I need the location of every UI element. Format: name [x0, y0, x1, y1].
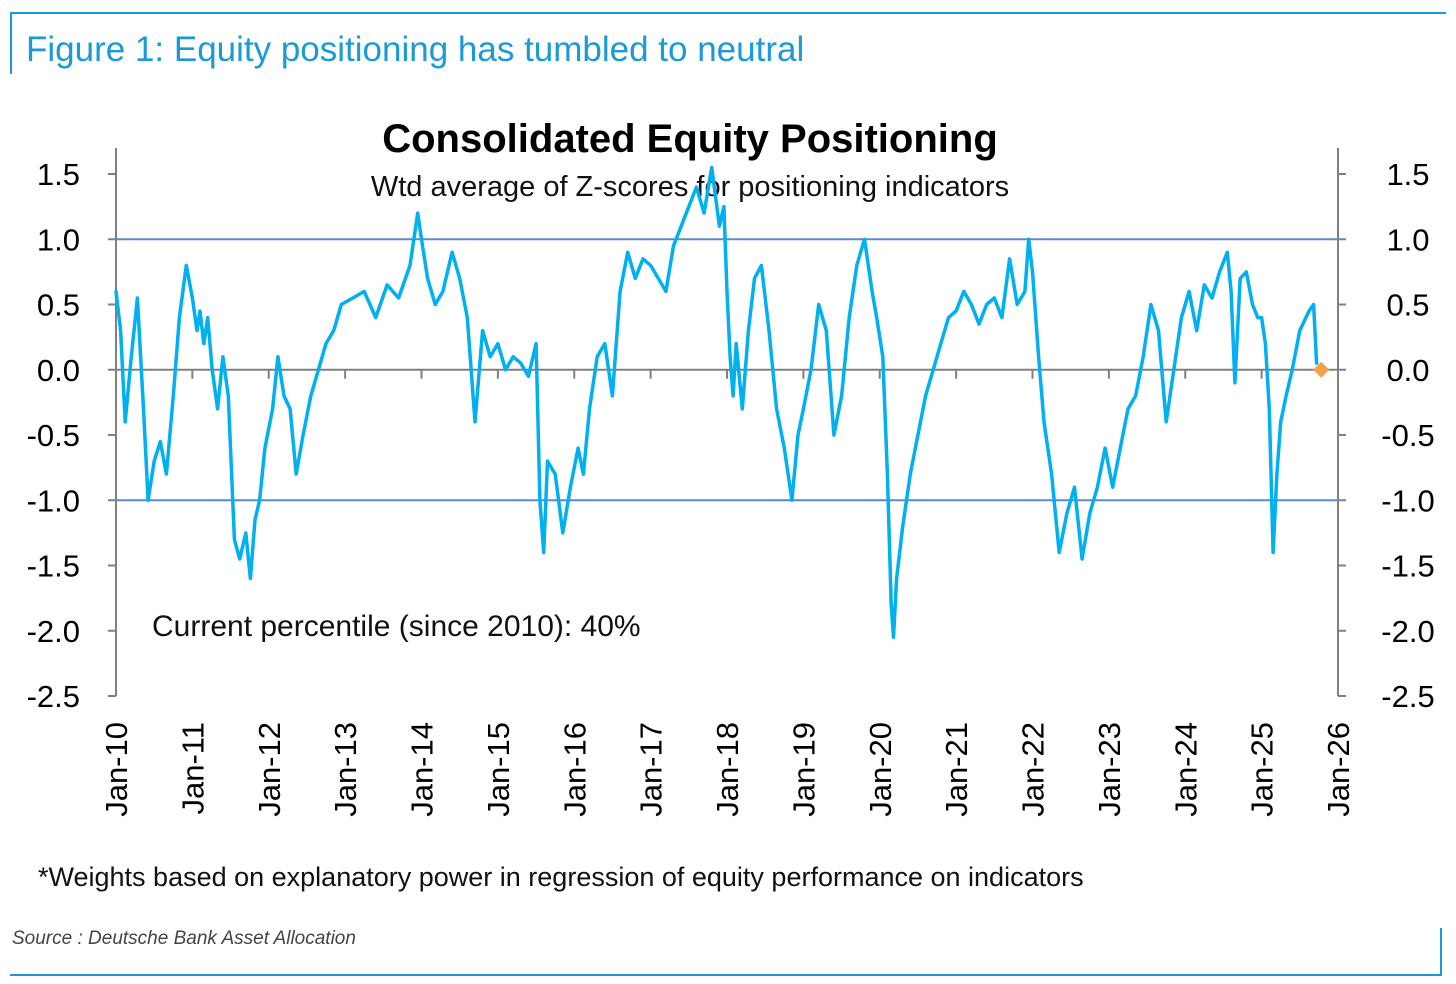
- y-tick-label-left: -2.0: [27, 614, 80, 649]
- x-tick-label: Jan-23: [1092, 722, 1127, 817]
- figure-title: Figure 1: Equity positioning has tumbled…: [26, 30, 805, 69]
- equity-positioning-chart: Consolidated Equity Positioning Wtd aver…: [27, 117, 1435, 817]
- y-tick-label-right: -2.5: [1381, 679, 1434, 714]
- y-tick-label-left: 1.0: [37, 222, 80, 257]
- x-tick-label: Jan-21: [939, 722, 974, 817]
- x-tick-label: Jan-19: [786, 722, 821, 817]
- current-value-marker: [1313, 361, 1330, 378]
- x-tick-label: Jan-25: [1245, 722, 1280, 817]
- y-tick-label-left: -1.0: [27, 483, 80, 518]
- x-tick-label: Jan-16: [557, 722, 592, 817]
- y-tick-label-right: 0.0: [1386, 353, 1429, 388]
- x-tick-label: Jan-22: [1016, 722, 1051, 817]
- x-tick-label: Jan-15: [481, 722, 516, 817]
- figure-frame-top: [10, 12, 1446, 14]
- y-tick-label-left: -2.5: [27, 679, 80, 714]
- chart-subtitle: Wtd average of Z-scores for positioning …: [371, 171, 1009, 203]
- figure-frame-left: [10, 12, 12, 74]
- y-tick-label-right: -1.5: [1381, 549, 1434, 584]
- y-tick-label-right: -1.0: [1381, 483, 1434, 518]
- source-note: Source : Deutsche Bank Asset Allocation: [12, 928, 356, 949]
- y-tick-label-right: 1.0: [1386, 222, 1429, 257]
- y-tick-label-left: -1.5: [27, 549, 80, 584]
- x-tick-label: Jan-20: [863, 722, 898, 817]
- x-tick-label: Jan-11: [175, 722, 210, 815]
- x-tick-label: Jan-18: [710, 722, 745, 817]
- chart-footnote: *Weights based on explanatory power in r…: [38, 862, 1084, 892]
- x-tick-label: Jan-13: [328, 722, 363, 817]
- y-tick-label-right: 1.5: [1386, 157, 1429, 192]
- x-tick-label: Jan-14: [405, 722, 440, 817]
- y-tick-label-left: -0.5: [27, 418, 80, 453]
- y-tick-label-left: 0.5: [37, 288, 80, 323]
- y-tick-label-left: 0.0: [37, 353, 80, 388]
- x-tick-label: Jan-10: [99, 722, 134, 817]
- y-tick-label-right: 0.5: [1386, 288, 1429, 323]
- y-tick-label-right: -0.5: [1381, 418, 1434, 453]
- y-tick-label-left: 1.5: [37, 157, 80, 192]
- x-tick-label: Jan-17: [634, 722, 669, 817]
- figure-frame-right: [1440, 928, 1442, 976]
- x-tick-label: Jan-24: [1168, 722, 1203, 817]
- y-tick-label-right: -2.0: [1381, 614, 1434, 649]
- figure-frame-bottom: [10, 974, 1442, 976]
- x-tick-label: Jan-26: [1321, 722, 1356, 817]
- current-percentile-annotation: Current percentile (since 2010): 40%: [152, 610, 641, 643]
- positioning-series-line: [114, 165, 1319, 640]
- x-tick-label: Jan-12: [252, 722, 287, 817]
- chart-title: Consolidated Equity Positioning: [382, 117, 998, 161]
